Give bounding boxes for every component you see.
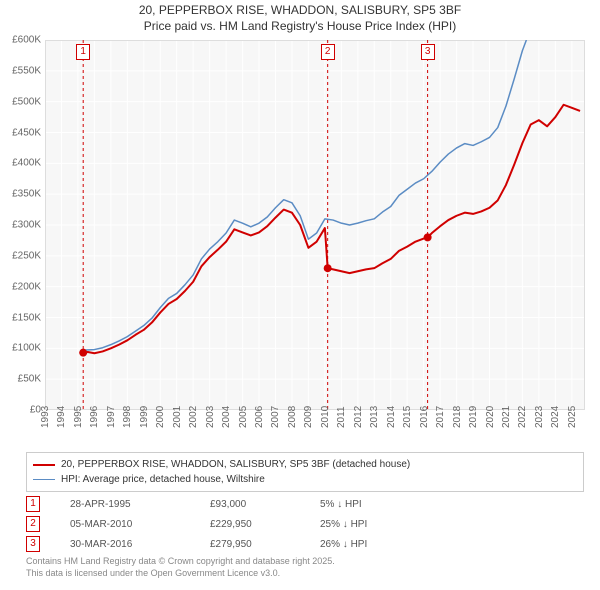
x-tick-label: 2000 bbox=[155, 406, 166, 428]
x-tick-label: 1995 bbox=[73, 406, 84, 428]
x-tick-label: 1997 bbox=[106, 406, 117, 428]
x-tick-label: 2017 bbox=[435, 406, 446, 428]
x-tick-label: 2012 bbox=[353, 406, 364, 428]
sale-hpi-pct: 25% ↓ HPI bbox=[320, 519, 440, 530]
y-tick-label: £150K bbox=[12, 312, 41, 323]
x-tick-label: 2010 bbox=[320, 406, 331, 428]
sales-table: 1 28-APR-1995£93,0005% ↓ HPI 2 05-MAR-2010£… bbox=[26, 494, 584, 554]
x-tick-label: 2001 bbox=[172, 406, 183, 428]
legend-label-2: HPI: Average price, detached house, Wilt… bbox=[61, 474, 265, 485]
footer-attribution: Contains HM Land Registry data © Crown c… bbox=[26, 556, 335, 579]
y-tick-label: £100K bbox=[12, 343, 41, 354]
legend-swatch-1 bbox=[33, 464, 55, 466]
sale-hpi-pct: 26% ↓ HPI bbox=[320, 539, 440, 550]
sale-num-box: 2 bbox=[26, 516, 40, 532]
sale-price: £229,950 bbox=[210, 519, 320, 530]
sale-marker-1: 1 bbox=[76, 44, 90, 60]
y-tick-label: £200K bbox=[12, 281, 41, 292]
plot-svg bbox=[45, 40, 585, 410]
sale-num-box: 3 bbox=[26, 536, 40, 552]
x-tick-label: 2008 bbox=[287, 406, 298, 428]
x-tick-label: 2005 bbox=[238, 406, 249, 428]
title-line-1: 20, PEPPERBOX RISE, WHADDON, SALISBURY, … bbox=[0, 3, 600, 19]
sale-date: 28-APR-1995 bbox=[70, 499, 210, 510]
chart-plot-area: 1 2 3 bbox=[45, 40, 585, 410]
y-tick-label: £350K bbox=[12, 189, 41, 200]
x-tick-label: 2014 bbox=[386, 406, 397, 428]
legend: 20, PEPPERBOX RISE, WHADDON, SALISBURY, … bbox=[26, 452, 584, 492]
x-tick-label: 2007 bbox=[270, 406, 281, 428]
legend-label-1: 20, PEPPERBOX RISE, WHADDON, SALISBURY, … bbox=[61, 459, 410, 470]
x-tick-label: 2025 bbox=[567, 406, 578, 428]
x-tick-label: 2013 bbox=[369, 406, 380, 428]
footer-line-2: This data is licensed under the Open Gov… bbox=[26, 568, 335, 580]
x-axis-labels: 1993199419951996199719981999200020012002… bbox=[45, 412, 585, 448]
x-tick-label: 1993 bbox=[40, 406, 51, 428]
x-tick-label: 2024 bbox=[550, 406, 561, 428]
legend-row-2: HPI: Average price, detached house, Wilt… bbox=[33, 472, 577, 487]
sale-row: 1 28-APR-1995£93,0005% ↓ HPI bbox=[26, 494, 584, 514]
sale-date: 30-MAR-2016 bbox=[70, 539, 210, 550]
chart-title: 20, PEPPERBOX RISE, WHADDON, SALISBURY, … bbox=[0, 0, 600, 34]
sale-date: 05-MAR-2010 bbox=[70, 519, 210, 530]
x-tick-label: 2020 bbox=[485, 406, 496, 428]
legend-row-1: 20, PEPPERBOX RISE, WHADDON, SALISBURY, … bbox=[33, 457, 577, 472]
sale-price: £279,950 bbox=[210, 539, 320, 550]
y-tick-label: £550K bbox=[12, 65, 41, 76]
sale-row: 2 05-MAR-2010£229,95025% ↓ HPI bbox=[26, 514, 584, 534]
x-tick-label: 1999 bbox=[139, 406, 150, 428]
y-tick-label: £50K bbox=[18, 374, 41, 385]
sale-marker-3: 3 bbox=[421, 44, 435, 60]
x-tick-label: 2009 bbox=[303, 406, 314, 428]
x-tick-label: 2022 bbox=[517, 406, 528, 428]
sale-row: 3 30-MAR-2016£279,95026% ↓ HPI bbox=[26, 534, 584, 554]
x-tick-label: 2018 bbox=[452, 406, 463, 428]
y-axis-labels: £0£50K£100K£150K£200K£250K£300K£350K£400… bbox=[0, 40, 43, 410]
x-tick-label: 1994 bbox=[56, 406, 67, 428]
y-tick-label: £500K bbox=[12, 96, 41, 107]
x-tick-label: 2021 bbox=[501, 406, 512, 428]
x-tick-label: 2023 bbox=[534, 406, 545, 428]
sale-num-box: 1 bbox=[26, 496, 40, 512]
y-tick-label: £400K bbox=[12, 158, 41, 169]
y-tick-label: £300K bbox=[12, 220, 41, 231]
x-tick-label: 2004 bbox=[221, 406, 232, 428]
x-tick-label: 1996 bbox=[89, 406, 100, 428]
legend-swatch-2 bbox=[33, 479, 55, 480]
footer-line-1: Contains HM Land Registry data © Crown c… bbox=[26, 556, 335, 568]
title-line-2: Price paid vs. HM Land Registry's House … bbox=[0, 19, 600, 35]
sale-price: £93,000 bbox=[210, 499, 320, 510]
x-tick-label: 2003 bbox=[205, 406, 216, 428]
x-tick-label: 2002 bbox=[188, 406, 199, 428]
sale-marker-2: 2 bbox=[321, 44, 335, 60]
x-tick-label: 2015 bbox=[402, 406, 413, 428]
x-tick-label: 2016 bbox=[419, 406, 430, 428]
x-tick-label: 2019 bbox=[468, 406, 479, 428]
x-tick-label: 2006 bbox=[254, 406, 265, 428]
y-tick-label: £450K bbox=[12, 127, 41, 138]
y-tick-label: £250K bbox=[12, 250, 41, 261]
x-tick-label: 2011 bbox=[336, 406, 347, 428]
x-tick-label: 1998 bbox=[122, 406, 133, 428]
sale-hpi-pct: 5% ↓ HPI bbox=[320, 499, 440, 510]
y-tick-label: £600K bbox=[12, 35, 41, 46]
